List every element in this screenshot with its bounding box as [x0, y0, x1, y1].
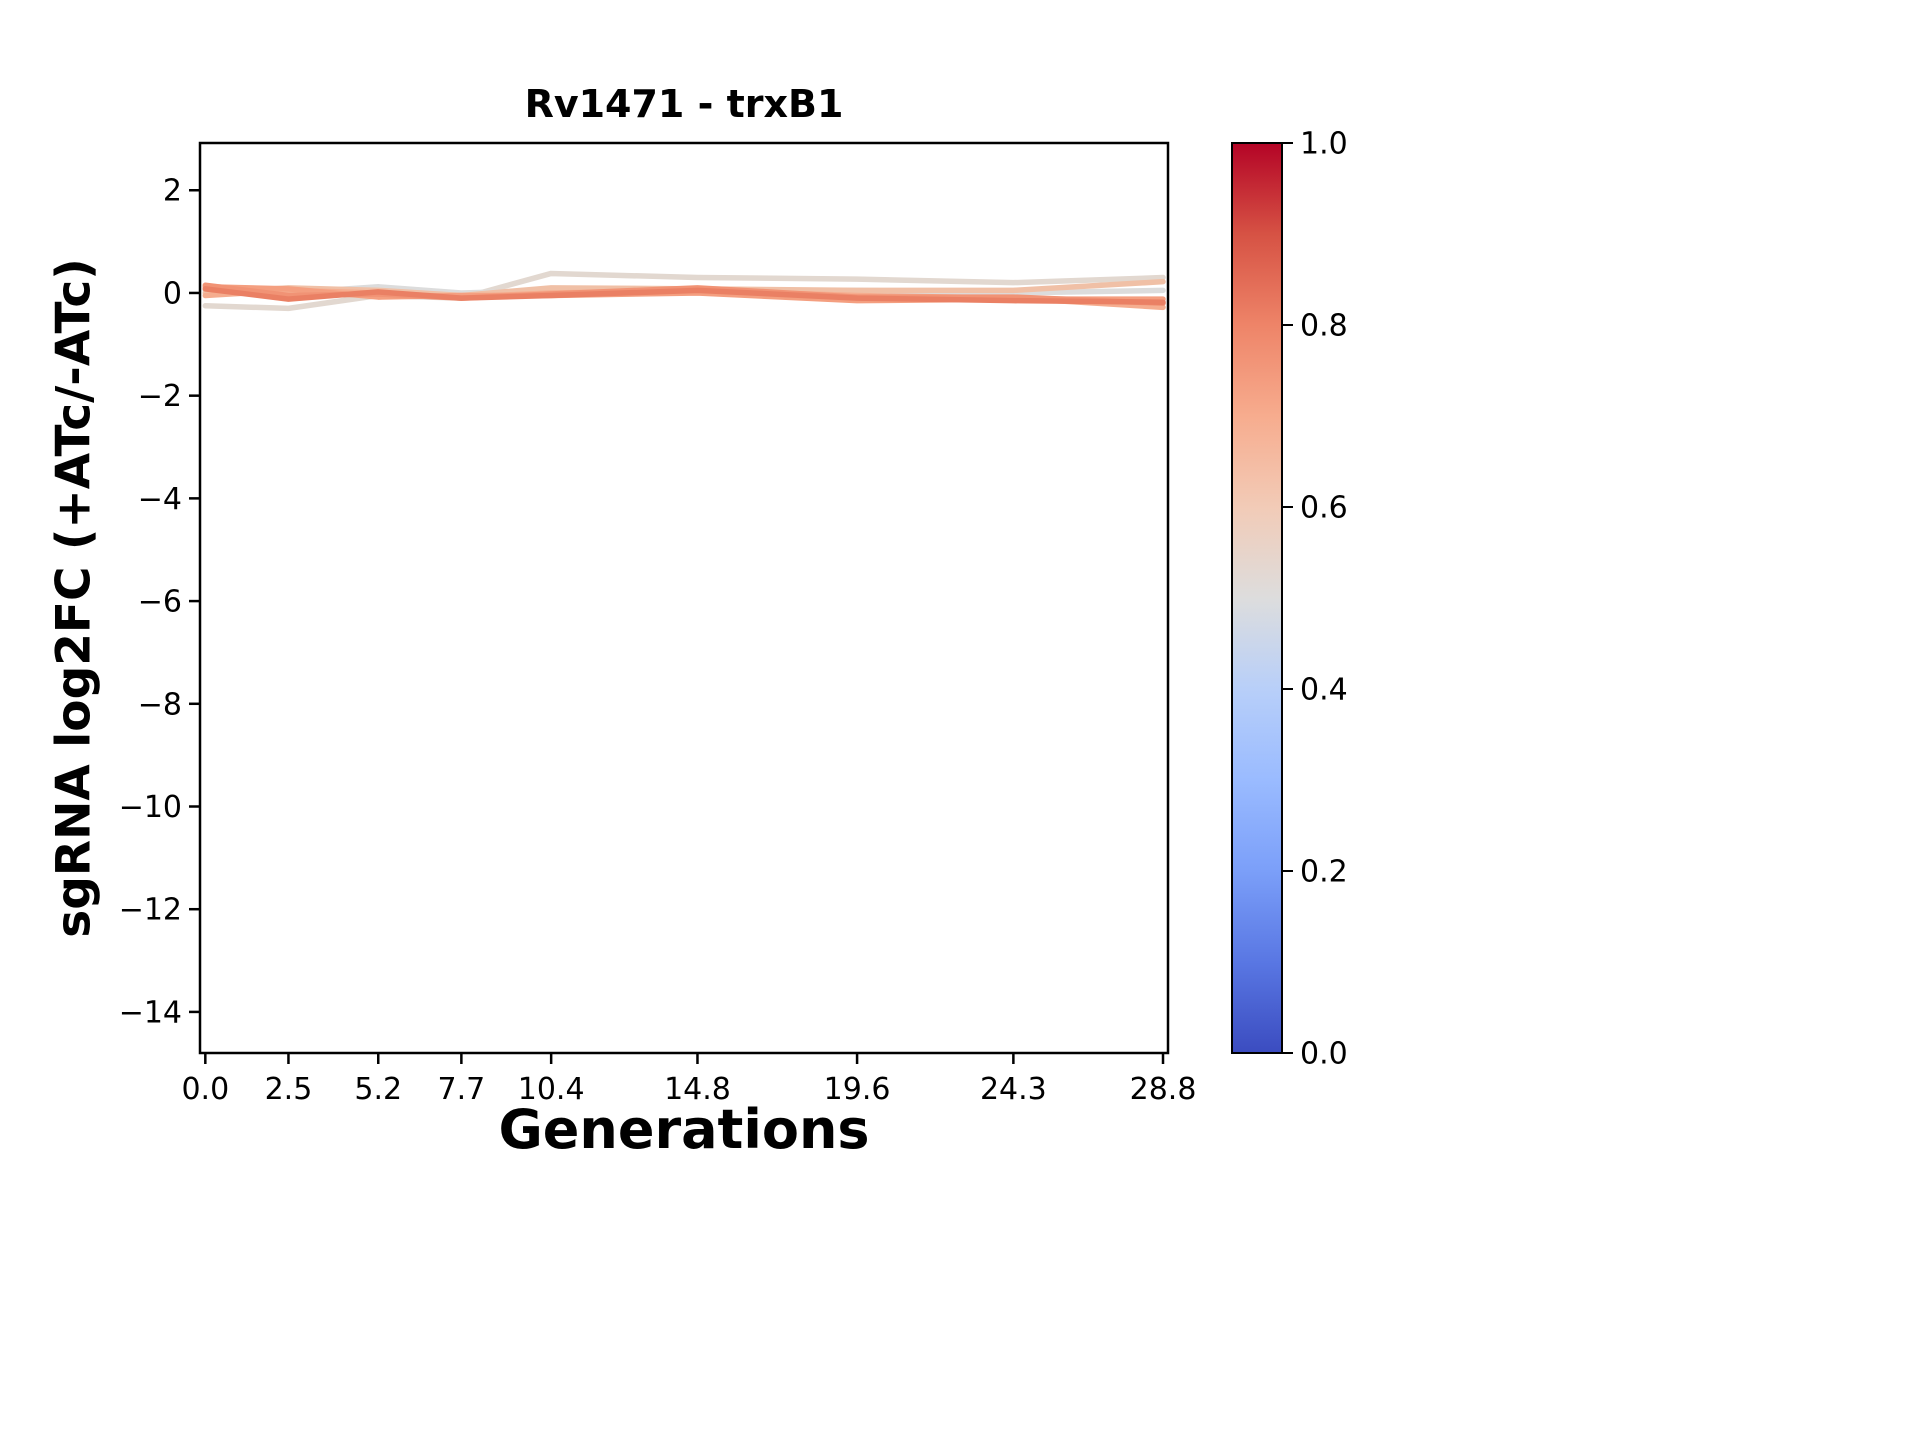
y-tick-label: −4: [138, 482, 182, 517]
x-tick-label: 24.3: [980, 1072, 1047, 1107]
x-tick-label: 5.2: [354, 1072, 402, 1107]
x-tick-label: 28.8: [1130, 1072, 1197, 1107]
x-tick-label: 2.5: [265, 1072, 313, 1107]
y-tick-label: −2: [138, 379, 182, 414]
y-tick-label: 2: [163, 174, 182, 209]
x-tick-label: 14.8: [664, 1072, 731, 1107]
y-tick-label: −10: [119, 790, 182, 825]
colorbar-tick-label: 0.0: [1300, 1037, 1348, 1072]
colorbar-tick-label: 1.0: [1300, 127, 1348, 162]
series-line: [202, 270, 1166, 312]
plot-border: [198, 141, 1170, 1055]
y-tick-label: −14: [119, 995, 182, 1030]
colorbar-tick-label: 0.6: [1300, 491, 1348, 526]
series-line: [202, 286, 1166, 305]
colorbar-tick-label: 0.8: [1300, 309, 1348, 344]
y-tick-label: 0: [163, 276, 182, 311]
colorbar-border: [1231, 142, 1283, 1054]
colorbar-tick-label: 0.2: [1300, 855, 1348, 890]
y-tick-label: −6: [138, 585, 182, 620]
chart-title: Rv1471 - trxB1: [524, 82, 844, 126]
colorbar-gradient: [1232, 143, 1282, 1053]
y-tick-label: −12: [119, 893, 182, 928]
x-tick-label: 0.0: [181, 1072, 229, 1107]
x-axis-label: Generations: [498, 1098, 870, 1161]
colorbar-tick-label: 0.4: [1300, 673, 1348, 708]
x-tick-label: 10.4: [518, 1072, 585, 1107]
x-tick-label: 7.7: [438, 1072, 486, 1107]
y-tick-label: −8: [138, 687, 182, 722]
x-tick-label: 19.6: [824, 1072, 891, 1107]
